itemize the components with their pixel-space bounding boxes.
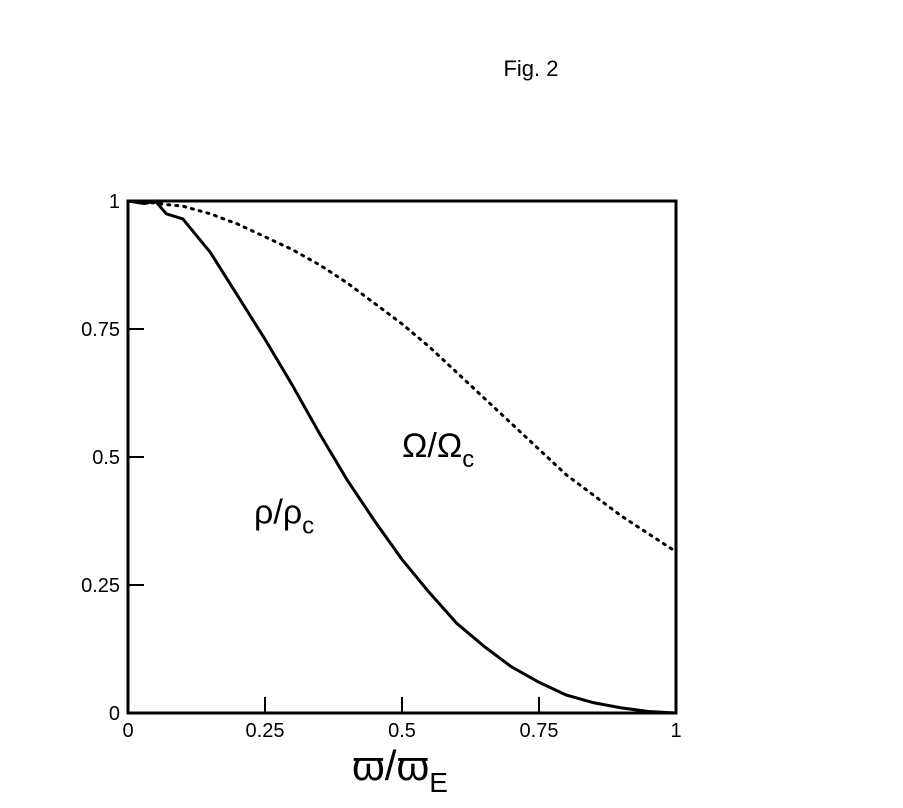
annotation: Ω/Ωc xyxy=(402,427,474,473)
series-line xyxy=(127,199,677,715)
x-tick-label: 0.5 xyxy=(388,720,416,742)
x-tick-label: 0 xyxy=(122,720,133,742)
annotation-sub: c xyxy=(462,446,474,473)
y-tick-label: 0 xyxy=(109,703,120,725)
y-tick-label: 1 xyxy=(109,191,120,213)
annotation-main: Ω/Ω xyxy=(402,427,462,465)
x-axis-label-sub: E xyxy=(429,767,448,798)
x-tick-label: 0.75 xyxy=(520,720,559,742)
y-tick-label: 0.25 xyxy=(81,575,120,597)
x-axis-label: ϖ/ϖE xyxy=(352,742,448,798)
annotation: ρ/ρc xyxy=(254,494,314,540)
x-axis-label-main: ϖ/ϖ xyxy=(352,742,429,789)
x-tick-label: 0.25 xyxy=(246,720,285,742)
annotation-sub: c xyxy=(302,513,314,540)
y-tick-label: 0.5 xyxy=(92,447,120,469)
x-tick-label: 1 xyxy=(670,720,681,742)
chart-title: Fig. 2 xyxy=(503,56,558,81)
series-line xyxy=(126,199,678,554)
y-tick-label: 0.75 xyxy=(81,319,120,341)
annotation-main: ρ/ρ xyxy=(254,494,302,532)
